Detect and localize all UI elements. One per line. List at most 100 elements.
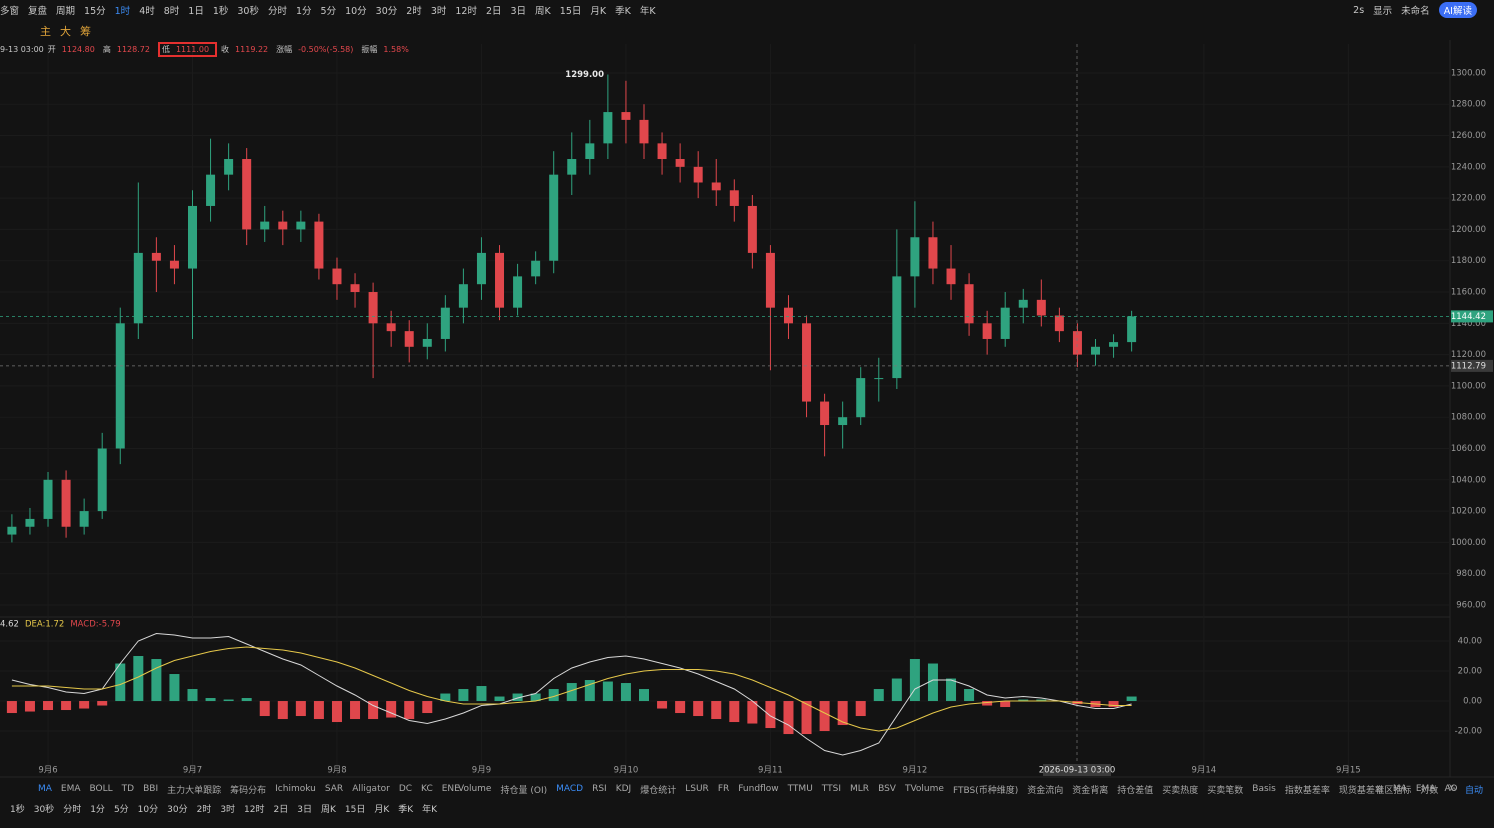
timeframe-button[interactable]: 周K	[320, 804, 336, 815]
indicator-tab[interactable]: 资金流向	[1027, 785, 1064, 796]
indicator-tab[interactable]: LSUR	[685, 784, 709, 794]
toolbar-button[interactable]: 15日	[559, 6, 582, 17]
indicator-tab[interactable]: TTMU	[787, 784, 813, 794]
indicator-tab[interactable]: BBI	[143, 784, 159, 794]
tool-button[interactable]: 大	[60, 25, 71, 38]
timeframe-button[interactable]: 30分	[167, 804, 188, 815]
toolbar-button[interactable]: 月K	[590, 6, 607, 17]
toolbar-button[interactable]: 周期	[56, 6, 76, 17]
indicator-tab[interactable]: 指数基差率	[1284, 785, 1330, 796]
macd-bar	[964, 689, 975, 702]
indicator-tab[interactable]: 筹码分布	[230, 785, 267, 796]
indicator-tab[interactable]: 买卖热度	[1162, 785, 1199, 796]
info-label: 开	[47, 44, 56, 54]
toolbar-button[interactable]: 复盘	[28, 6, 48, 17]
toolbar-button[interactable]: 30分	[375, 6, 398, 17]
indicator-tab[interactable]: DC	[398, 784, 413, 794]
toolbar-button[interactable]: 周K	[535, 6, 551, 17]
timeframe-button[interactable]: 5分	[113, 804, 129, 815]
timeframe-button[interactable]: 15日	[344, 804, 366, 815]
tool-button[interactable]: 筹	[80, 25, 91, 38]
toolbar-button[interactable]: 2时	[406, 6, 422, 17]
indicator-tab[interactable]: RSI	[592, 784, 607, 794]
indicator-tab[interactable]: ENE	[441, 784, 460, 794]
toolbar-button[interactable]: 3时	[430, 6, 447, 17]
indicator-tab[interactable]: KC	[421, 784, 433, 794]
toolbar: 多窗 复盘 周期 15分 1时 4时 8时 1日 1秒 30秒 分时 1分 5分 10分 30分 2时 3时 12…	[0, 0, 665, 20]
indicator-tab[interactable]: 买卖笔数	[1207, 785, 1244, 796]
toolbar-button[interactable]: 1日	[188, 6, 204, 17]
indicator-tab[interactable]: AO	[1444, 784, 1458, 794]
indicator-tab[interactable]: 持仓量 (OI)	[500, 785, 548, 796]
tool-button[interactable]: 主	[40, 25, 51, 38]
toolbar-button[interactable]: 1秒	[212, 6, 229, 17]
toolbar-button[interactable]: 10分	[345, 6, 367, 17]
indicator-tab[interactable]: FTBS(币种维度)	[952, 785, 1019, 796]
timeframe-button[interactable]: 年K	[422, 804, 438, 815]
candle-body	[188, 205, 197, 269]
indicator-tab[interactable]: TTSI	[821, 784, 842, 794]
indicator-tab[interactable]: 爆仓统计	[640, 785, 677, 796]
indicator-tab[interactable]: TD	[121, 784, 135, 794]
indicator-tab[interactable]: MLR	[850, 784, 870, 794]
indicator-tab[interactable]: BSV	[878, 784, 896, 794]
indicator-tab[interactable]: SAR	[324, 784, 344, 794]
indicator-tab[interactable]: Basis	[1252, 784, 1276, 794]
indicator-tab[interactable]: MA	[38, 784, 52, 794]
timeframe-button[interactable]: 月K	[374, 804, 390, 815]
indicator-tab[interactable]: BOLL	[89, 784, 113, 794]
timeframe-button[interactable]: 3日	[297, 804, 312, 815]
candle-body	[657, 143, 667, 160]
timeframe-button[interactable]: 季K	[398, 804, 414, 815]
toolbar-button[interactable]: 4时	[139, 6, 155, 17]
macd-bar	[61, 701, 72, 711]
timeframe-button[interactable]: 12时	[244, 804, 265, 815]
toolbar-button[interactable]: 8时	[163, 6, 180, 17]
toolbar-button[interactable]: 2日	[485, 6, 502, 17]
candle-body	[368, 292, 378, 324]
toolbar-button[interactable]: 季K	[615, 6, 631, 17]
timeframe-button[interactable]: 30秒	[33, 804, 55, 815]
timeframe-button[interactable]: 分时	[63, 804, 82, 815]
indicator-tab[interactable]: MACD	[556, 784, 584, 794]
indicator-tab[interactable]: Volume	[458, 784, 492, 794]
toolbar-button[interactable]: AI解读	[1438, 2, 1477, 18]
toolbar-button[interactable]: 多窗	[0, 6, 20, 17]
toolbar-button[interactable]: 1时	[114, 6, 131, 17]
indicator-tab[interactable]: 现货基差率	[1338, 785, 1384, 796]
timeframe-button[interactable]: 10分	[137, 804, 159, 815]
indicator-tab[interactable]: FR	[717, 784, 730, 794]
indicator-tab[interactable]: 主力大单跟踪	[167, 785, 222, 796]
toolbar-button[interactable]: 5分	[320, 6, 337, 17]
toolbar-button[interactable]: 1分	[295, 6, 312, 17]
timeframe-button[interactable]: 2时	[196, 804, 212, 815]
toolbar-button[interactable]: 显示	[1373, 6, 1393, 17]
candle-body	[693, 166, 703, 183]
timeframe-button[interactable]: 3时	[220, 804, 236, 815]
indicator-tab[interactable]: Alligator	[352, 784, 390, 794]
toolbar-button[interactable]: 12时	[455, 6, 477, 17]
indicator-tab[interactable]: 资金背离	[1072, 785, 1109, 796]
indicator-tab[interactable]: 自动	[1464, 785, 1483, 796]
indicator-tab[interactable]: 社区指标	[1375, 785, 1412, 796]
indicator-tab[interactable]: MA	[1392, 784, 1407, 794]
indicator-tab[interactable]: Ichimoku	[275, 784, 316, 794]
timeframe-button[interactable]: 2日	[273, 804, 289, 815]
indicator-tab[interactable]: TVolume	[904, 784, 944, 794]
toolbar-button[interactable]: 30秒	[237, 6, 259, 17]
toolbar-button[interactable]: 未命名	[1401, 6, 1430, 17]
toolbar-button[interactable]: 2s	[1353, 4, 1365, 16]
indicator-tab[interactable]: KDJ	[615, 784, 632, 794]
timeframe-button[interactable]: 1分	[90, 804, 105, 815]
indicator-tab[interactable]: 持仓差值	[1117, 785, 1154, 796]
toolbar-button[interactable]: 年K	[639, 6, 656, 17]
timeframe-button[interactable]: 1秒	[10, 804, 25, 815]
toolbar-button[interactable]: 15分	[84, 6, 106, 17]
indicator-tab[interactable]: EMA	[1415, 784, 1436, 794]
indicator-tab[interactable]: Fundflow	[738, 784, 779, 794]
indicator-tab[interactable]: EMA	[60, 784, 81, 794]
toolbar-button[interactable]: 分时	[267, 6, 287, 17]
indicator-tab[interactable]: %	[1447, 784, 1456, 794]
toolbar-button[interactable]: 3日	[510, 6, 527, 17]
indicator-tab[interactable]: 对数	[1420, 785, 1439, 796]
